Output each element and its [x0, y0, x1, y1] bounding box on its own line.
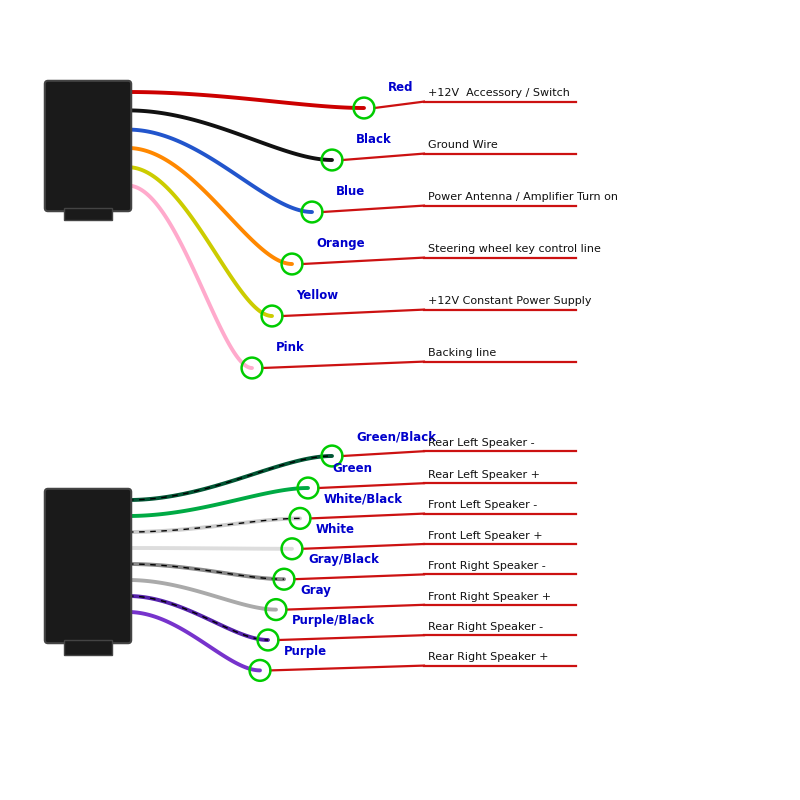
Text: Green/Black: Green/Black [356, 430, 436, 443]
Text: Rear Left Speaker -: Rear Left Speaker - [428, 438, 534, 448]
Text: Blue: Blue [336, 185, 366, 198]
Text: White: White [316, 523, 355, 536]
Text: White/Black: White/Black [324, 493, 403, 506]
Text: Backing line: Backing line [428, 349, 496, 358]
Text: Purple: Purple [284, 645, 327, 658]
Text: Rear Right Speaker -: Rear Right Speaker - [428, 622, 543, 632]
Text: Rear Right Speaker +: Rear Right Speaker + [428, 653, 549, 662]
Text: Gray: Gray [300, 584, 331, 597]
Text: Orange: Orange [316, 237, 365, 250]
Text: Steering wheel key control line: Steering wheel key control line [428, 245, 601, 254]
Text: Front Right Speaker +: Front Right Speaker + [428, 592, 551, 602]
Text: +12V Constant Power Supply: +12V Constant Power Supply [428, 296, 591, 306]
Text: Green: Green [332, 462, 372, 475]
Text: Purple/Black: Purple/Black [292, 614, 375, 627]
Text: Black: Black [356, 133, 392, 146]
FancyBboxPatch shape [45, 81, 131, 211]
Text: Red: Red [388, 81, 414, 94]
Text: Ground Wire: Ground Wire [428, 141, 498, 150]
Bar [64, 208, 112, 220]
Text: Yellow: Yellow [296, 289, 338, 302]
Text: Front Left Speaker -: Front Left Speaker - [428, 501, 538, 510]
Text: Gray/Black: Gray/Black [308, 554, 379, 566]
Text: Power Antenna / Amplifier Turn on: Power Antenna / Amplifier Turn on [428, 192, 618, 202]
Text: Rear Left Speaker +: Rear Left Speaker + [428, 470, 540, 480]
Text: +12V  Accessory / Switch: +12V Accessory / Switch [428, 88, 570, 98]
Bar [64, 640, 112, 654]
FancyBboxPatch shape [45, 489, 131, 643]
Text: Front Right Speaker -: Front Right Speaker - [428, 562, 546, 571]
Text: Front Left Speaker +: Front Left Speaker + [428, 531, 542, 541]
Text: Pink: Pink [276, 341, 305, 354]
